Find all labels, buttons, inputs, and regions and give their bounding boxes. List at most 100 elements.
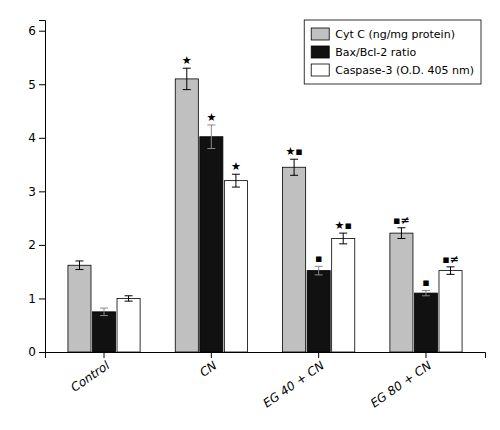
legend-swatch (311, 64, 329, 76)
tick-mark (104, 352, 105, 358)
bar (332, 238, 355, 352)
tick-mark (211, 352, 212, 358)
error-bar-line (397, 227, 405, 228)
error-bar-line (447, 274, 455, 275)
y-tick: 0 (28, 345, 45, 359)
error-bar-line (318, 266, 319, 275)
tick-label: EG 40 + CN (261, 358, 327, 410)
bar (283, 167, 306, 352)
bar (117, 298, 140, 352)
error-bar (232, 174, 240, 187)
annotation: ▪≠ (442, 253, 459, 266)
error-bar (315, 266, 323, 275)
error-bar-line (125, 295, 133, 296)
error-bar-line (315, 266, 323, 267)
error-bar-line (79, 261, 80, 270)
tick-mark (39, 31, 45, 32)
tick-mark (39, 298, 45, 299)
error-bar (183, 68, 191, 89)
bar (307, 271, 330, 352)
error-bar (207, 125, 215, 149)
error-bar-line (211, 125, 212, 149)
tick-label: Control (68, 358, 112, 395)
marks (68, 68, 462, 352)
tick-mark (425, 352, 426, 358)
annotation: ▪ (315, 252, 322, 265)
error-bar (339, 233, 347, 244)
tick-mark (39, 352, 45, 353)
error-bar-line (294, 159, 295, 175)
error-bar (75, 261, 83, 270)
error-bar-line (100, 315, 108, 316)
error-bar-line (339, 233, 347, 234)
legend-entry: Cyt C (ng/mg protein) (311, 28, 455, 41)
legend-entry: Caspase-3 (O.D. 405 nm) (311, 64, 474, 77)
y-tick: 6 (28, 24, 45, 38)
error-bar-line (183, 89, 191, 90)
tick-label: 3 (28, 185, 36, 199)
error-bar-line (397, 238, 405, 239)
error-bar-line (232, 174, 240, 175)
error-bar (100, 308, 108, 315)
bar (68, 265, 91, 352)
error-bar-line (425, 290, 426, 295)
axis-line (39, 21, 46, 353)
tick-label: 2 (28, 238, 36, 252)
bar (439, 271, 462, 352)
tick-mark (39, 245, 45, 246)
bar (390, 233, 413, 352)
error-bar-line (128, 296, 129, 301)
tick-label: 0 (28, 345, 36, 359)
bar (175, 79, 198, 352)
legend-label: Cyt C (ng/mg protein) (335, 28, 455, 41)
error-bar-line (104, 308, 105, 315)
y-axis: 0 1 2 3 4 5 6 (28, 21, 45, 360)
annotation: ★ (206, 111, 216, 124)
error-bar-line (75, 269, 83, 270)
annotations: ★★▪▪≠★▪▪★★▪▪≠ (182, 54, 459, 289)
error-bar-line (290, 159, 298, 160)
bar (200, 137, 223, 352)
bar-series (68, 68, 413, 352)
error-bar-line (447, 266, 455, 267)
bar (224, 181, 247, 352)
error-bar-line (100, 308, 108, 309)
error-bar (397, 228, 405, 239)
error-bar-line (235, 174, 236, 187)
tick-label: 5 (28, 78, 36, 92)
error-bar-line (343, 233, 344, 244)
legend: Cyt C (ng/mg protein) Bax/Bcl-2 ratio Casp… (304, 20, 481, 84)
legend-swatch (311, 28, 329, 40)
tick-mark (318, 352, 319, 358)
error-bar-line (450, 267, 451, 274)
bar (92, 312, 115, 352)
x-tick: EG 40 + CN (261, 352, 327, 411)
error-bar-line (315, 274, 323, 275)
x-tick: EG 80 + CN (368, 352, 434, 411)
error-bar-line (207, 124, 215, 125)
tick-mark (39, 138, 45, 139)
annotation: ★ (182, 54, 192, 67)
error-bar-line (422, 295, 430, 296)
chart-container: 0123456ControlCNEG 40 + CNEG 80 + CN★★▪▪… (0, 0, 500, 430)
annotation: ★▪ (335, 219, 352, 232)
annotation: ▪≠ (393, 214, 410, 227)
error-bar-line (207, 148, 215, 149)
annotation: ▪ (422, 276, 429, 289)
error-bar-line (290, 175, 298, 176)
error-bar-line (401, 228, 402, 239)
x-tick: Control (68, 352, 112, 395)
x-tick: CN (197, 352, 219, 380)
tick-label: 1 (28, 292, 36, 306)
legend-label: Bax/Bcl-2 ratio (335, 46, 416, 59)
y-tick: 1 (28, 292, 45, 306)
error-bar (125, 296, 133, 301)
error-bar-line (232, 187, 240, 188)
legend-entry: Bax/Bcl-2 ratio (311, 46, 416, 59)
error-bar-line (125, 301, 133, 302)
legend-label: Caspase-3 (O.D. 405 nm) (335, 64, 474, 77)
error-bar-line (422, 290, 430, 291)
y-tick: 4 (28, 131, 45, 145)
plot-area: 0123456ControlCNEG 40 + CNEG 80 + CN★★▪▪… (28, 20, 485, 411)
tick-label: 4 (28, 131, 36, 145)
